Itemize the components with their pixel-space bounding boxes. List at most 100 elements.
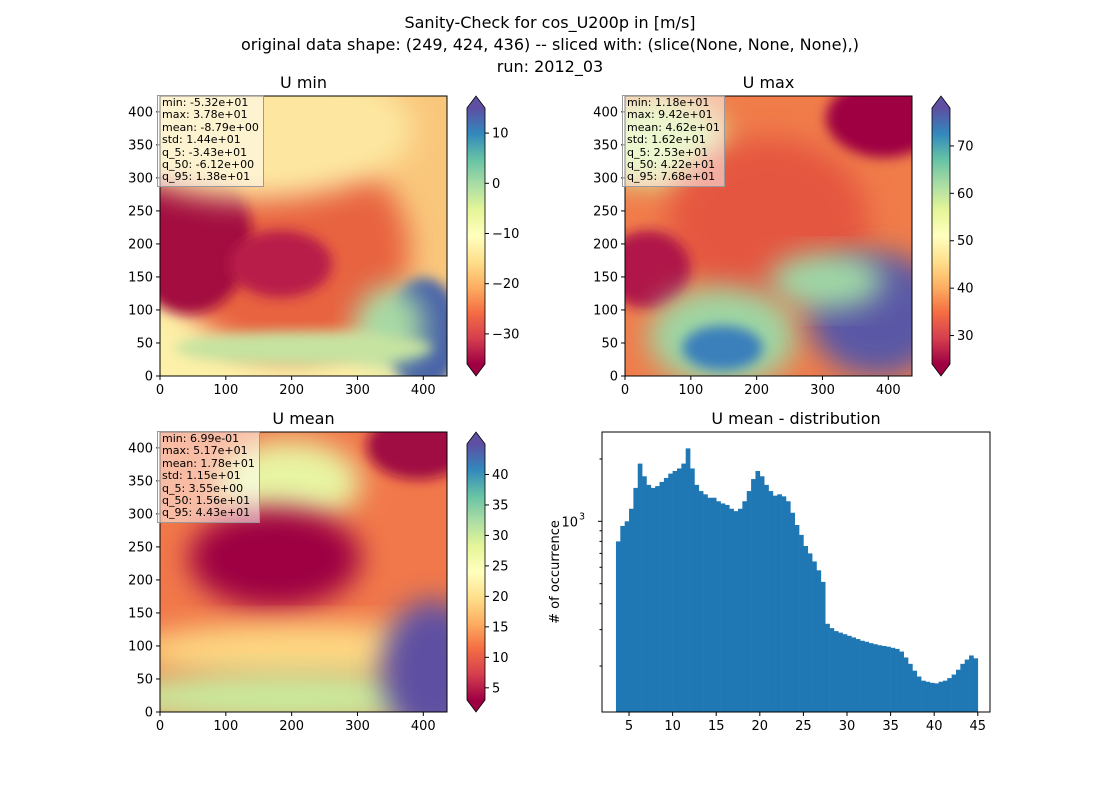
stat-line: min: 1.18e+01: [627, 96, 710, 109]
y-tick-label: 400: [128, 105, 153, 120]
y-tick-label: 50: [136, 336, 153, 351]
y-axis-label: # of occurrence: [548, 520, 563, 624]
colorbar-tick-label: 40: [492, 468, 509, 483]
histogram-bar: [772, 495, 778, 712]
x-tick-label: 15: [708, 719, 725, 734]
stats-box: min: 1.18e+01 max: 9.42e+01 mean: 4.62e+01…: [622, 95, 725, 187]
histogram-bar: [881, 645, 887, 712]
stat-line: q_5: -3.43e+01: [162, 145, 248, 159]
histogram-bar: [894, 648, 900, 712]
colorbar-tick-label: 30: [957, 329, 974, 344]
y-tick-label: 350: [593, 138, 618, 153]
stat-line: q_95: 7.68e+01: [627, 170, 716, 184]
colorbar-outline: [931, 95, 951, 377]
histogram-bar: [803, 546, 809, 712]
stat-line: q_50: 4.22e+01: [627, 157, 716, 171]
colorbar-tick-label: 70: [957, 139, 974, 154]
stat-line: q_95: 4.43e+01: [162, 506, 251, 520]
heatmap-region: [228, 230, 333, 298]
histogram-bar: [694, 484, 700, 712]
y-tick-label: 100: [128, 639, 153, 654]
histogram-bar: [873, 644, 878, 712]
histogram-bar: [781, 496, 787, 712]
histogram-bar: [912, 670, 918, 712]
stat-line: std: 1.44e+01: [162, 133, 241, 147]
histogram-bar: [672, 470, 678, 712]
histogram-bar: [847, 635, 852, 712]
colorbar-extend-max: [467, 96, 485, 108]
x-tick-label: 400: [411, 383, 436, 398]
histogram-bar: [685, 448, 691, 712]
axes-frame: [159, 95, 448, 377]
x-tick-label: 200: [279, 383, 304, 398]
colorbar-extend-min: [932, 364, 950, 376]
histogram-bar: [768, 491, 774, 712]
histogram-bar: [746, 491, 752, 712]
colorbar-tick-label: 10: [492, 127, 509, 142]
colorbar-tick-label: 50: [957, 234, 974, 249]
y-tick-label: 50: [601, 336, 618, 351]
histogram-bar: [842, 634, 848, 712]
colorbar-extend-min: [467, 364, 485, 376]
histogram-bar: [629, 508, 634, 712]
y-tick-label: 300: [128, 507, 153, 522]
colorbar-tick-label: −30: [492, 327, 519, 342]
heatmap-region: [366, 432, 447, 480]
stat-line: q_50: -6.12e+00: [162, 157, 255, 171]
colorbar: 70 60 50 40 30: [931, 95, 974, 377]
colorbar-extend-max: [467, 432, 485, 444]
histogram-bar: [650, 487, 656, 712]
histogram-bar: [838, 632, 843, 712]
histogram-bar: [973, 658, 979, 712]
histogram-bar: [777, 494, 782, 712]
heatmap-region: [625, 230, 691, 309]
colorbar-tick-label: 60: [957, 187, 974, 202]
stats-box: min: -5.32e+01 max: 3.78e+01 mean: -8.79e+…: [157, 95, 264, 187]
histogram-bar: [642, 476, 647, 712]
heatmap-region: [188, 507, 361, 609]
histogram-bar: [676, 468, 682, 712]
y-tick-label: 300: [593, 171, 618, 186]
histogram-bar: [646, 484, 652, 712]
colorbar: 10 0 −10 −20 −30: [466, 95, 519, 377]
histogram-bar: [886, 646, 891, 712]
histogram-bar: [960, 663, 966, 712]
x-tick-label: 25: [795, 719, 812, 734]
y-tick-label: 0: [145, 370, 153, 385]
histogram-bar: [733, 511, 739, 712]
figure-title-line-2: original data shape: (249, 424, 436) -- …: [241, 35, 859, 54]
histogram-bar: [955, 669, 961, 712]
histogram-bar: [764, 484, 769, 712]
y-tick-label: 200: [128, 573, 153, 588]
histogram-bar: [916, 676, 922, 712]
stat-line: max: 5.17e+01: [162, 444, 248, 458]
stats-box: min: 6.99e-01 max: 5.17e+01 mean: 1.78e+01…: [157, 431, 260, 523]
x-tick-label: 35: [882, 719, 899, 734]
y-tick-label: 0: [145, 706, 153, 721]
y-tick-label: 150: [128, 606, 153, 621]
histogram-bar: [929, 682, 935, 712]
colorbar-tick-label: 5: [492, 681, 500, 696]
histogram-bar: [703, 494, 708, 712]
x-tick-label: 10: [664, 719, 681, 734]
histogram-bar: [925, 681, 931, 712]
stat-line: std: 1.62e+01: [627, 133, 706, 147]
stat-line: mean: 4.62e+01: [627, 120, 720, 134]
colorbar-tick-label: 35: [492, 498, 509, 513]
panel-title: U mean: [272, 409, 334, 428]
histogram-bar: [868, 643, 874, 712]
heatmap-region: [160, 670, 447, 712]
x-tick-label: 200: [744, 383, 769, 398]
x-tick-label: 0: [156, 719, 164, 734]
y-tick-label: 10: [561, 515, 578, 530]
colorbar-tick-label: 20: [492, 590, 509, 605]
histogram-bar: [759, 476, 765, 712]
histogram-bar: [698, 491, 704, 712]
histogram-bar: [681, 463, 687, 712]
y-tick-label: 250: [128, 204, 153, 219]
histogram-bar: [964, 659, 970, 712]
stat-line: q_95: 1.38e+01: [162, 170, 251, 184]
heatmap-region: [768, 252, 884, 309]
histogram-bar: [820, 581, 826, 712]
